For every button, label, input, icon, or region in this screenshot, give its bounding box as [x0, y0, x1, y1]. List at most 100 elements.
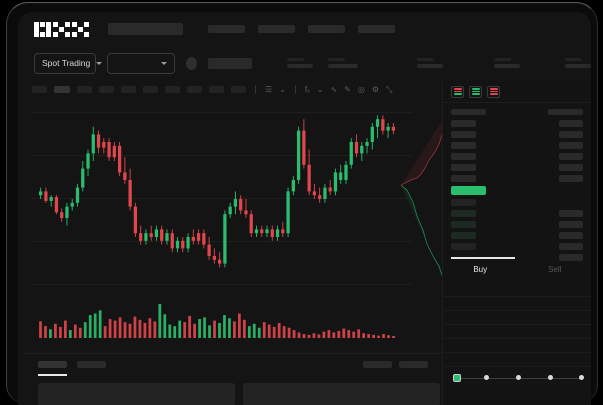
order-form-field[interactable] [443, 325, 591, 339]
order-form-field[interactable] [443, 311, 591, 325]
orderbook-ask-amount [559, 142, 583, 149]
orderbook-rows[interactable] [443, 103, 591, 273]
orderbook-ask-row[interactable] [451, 142, 476, 149]
timeframe-chip[interactable] [209, 86, 224, 93]
order-form-field[interactable] [443, 339, 591, 353]
ticker-stat [494, 58, 520, 68]
tab-buy[interactable]: Buy [473, 265, 488, 274]
orderbook-mode-bids-icon[interactable] [469, 85, 482, 98]
tab-order-history[interactable] [77, 361, 106, 368]
orderbook-ask-row[interactable] [451, 164, 476, 171]
nav-search-box[interactable] [108, 22, 183, 35]
orderbook-ask-row[interactable] [451, 175, 476, 182]
orderbook-bid-amount [559, 243, 583, 250]
active-tab-underline [451, 257, 515, 259]
orderbook-current-price [451, 186, 486, 195]
toolbar-divider [255, 85, 256, 94]
chevron-down-icon [96, 61, 103, 65]
timeframe-chip[interactable] [77, 86, 92, 93]
tab-sell[interactable]: Sell [548, 265, 562, 274]
orderbook-bid-row[interactable] [451, 221, 476, 228]
pair-selector[interactable] [107, 52, 176, 74]
tab-open-orders[interactable] [38, 361, 67, 368]
orderbook-mode-asks-icon[interactable] [487, 85, 500, 98]
order-form-field[interactable] [443, 283, 591, 297]
orderbook-ask-row[interactable] [451, 120, 476, 127]
timeframe-chip[interactable] [99, 86, 114, 93]
pair-price-value [208, 57, 252, 69]
chart-toolbar: ☰ ⌄ fₓ ⌄ ∿ ✎ ◎ ⚙ ⤡ [18, 81, 591, 98]
slider-node[interactable] [484, 375, 489, 380]
order-form-tabs: Buy Sell [443, 259, 591, 281]
market-type-label: Spot Trading [42, 58, 91, 68]
line-chart-icon[interactable]: ∿ [330, 84, 338, 94]
chart-type-chevron-icon[interactable]: ⌄ [279, 84, 286, 94]
orderbook-ask-amount [559, 175, 583, 182]
volume-series [39, 304, 395, 338]
order-form-field[interactable] [443, 353, 591, 367]
timeframe-chip[interactable] [187, 86, 202, 93]
orders-content-block [38, 383, 235, 405]
sidebar-item-nav-4[interactable] [358, 24, 395, 33]
orderbook-ask-amount [559, 164, 583, 171]
timeframe-chip[interactable] [121, 86, 136, 93]
orderbook-bid-row[interactable] [451, 210, 476, 217]
chart-gridlines [24, 98, 412, 353]
toolbar-divider [294, 85, 296, 94]
timeframe-chip[interactable] [165, 86, 180, 93]
orderbook-bid-amount [559, 210, 583, 217]
orders-panel [24, 353, 442, 405]
orderbook-ask-row[interactable] [451, 131, 476, 138]
orderbook-bid-row[interactable] [451, 243, 476, 250]
orderbook-ask-amount [559, 153, 583, 160]
orderbook-bid-row[interactable] [451, 199, 476, 206]
chevron-down-icon [161, 61, 168, 65]
slider-handle[interactable] [453, 374, 461, 382]
ticker-stat [328, 58, 358, 68]
sidebar-item-nav-3[interactable] [308, 24, 345, 33]
active-tab-underline [38, 374, 67, 376]
orderbook-header [443, 81, 591, 103]
order-form-field[interactable] [443, 297, 591, 311]
ticker-stat [287, 58, 313, 68]
slider-node[interactable] [516, 375, 521, 380]
orderbook-and-trade-panel: Buy Sell [442, 81, 591, 405]
settings-gear-icon[interactable]: ⚙ [371, 84, 379, 94]
slider-node[interactable] [579, 375, 584, 380]
orderbook-ask-amount [559, 131, 583, 138]
orderbook-column-header [548, 109, 583, 115]
camera-icon[interactable]: ◎ [357, 84, 365, 94]
sidebar-item-nav-2[interactable] [258, 24, 295, 33]
slider-node[interactable] [548, 375, 553, 380]
sidebar-item-nav-1[interactable] [208, 24, 245, 33]
timeframe-chip[interactable] [32, 86, 47, 93]
price-chart[interactable] [24, 98, 455, 353]
fullscreen-icon[interactable]: ⤡ [386, 84, 393, 94]
ticker-stat [565, 58, 591, 68]
candlestick-series [39, 115, 395, 268]
indicators-chevron-icon[interactable]: ⌄ [316, 84, 324, 94]
drawing-pencil-icon[interactable]: ✎ [344, 84, 351, 94]
orders-action-button-2[interactable] [399, 361, 428, 368]
top-navigation-bar [18, 12, 591, 45]
orderbook-ask-amount [559, 120, 583, 127]
orders-action-button-1[interactable] [363, 361, 392, 368]
pair-coin-avatar [186, 56, 198, 70]
orderbook-ask-row[interactable] [451, 153, 476, 160]
orders-content-block [243, 383, 440, 405]
market-type-selector[interactable]: Spot Trading [34, 52, 103, 74]
indicators-icon[interactable]: fₓ [304, 84, 310, 94]
orderbook-bid-amount [559, 232, 583, 239]
orderbook-column-header [451, 109, 486, 115]
candlestick-icon[interactable]: ☰ [265, 84, 273, 94]
ticker-stat [417, 58, 443, 68]
orderbook-bid-row[interactable] [451, 232, 476, 239]
okx-logo-icon[interactable] [34, 21, 89, 37]
orderbook-bid-amount [559, 254, 583, 261]
amount-slider[interactable] [453, 373, 584, 383]
orderbook-mode-both-icon[interactable] [451, 85, 464, 98]
timeframe-chip-active[interactable] [54, 86, 70, 93]
timeframe-chip[interactable] [231, 86, 246, 93]
timeframe-chip[interactable] [143, 86, 158, 93]
